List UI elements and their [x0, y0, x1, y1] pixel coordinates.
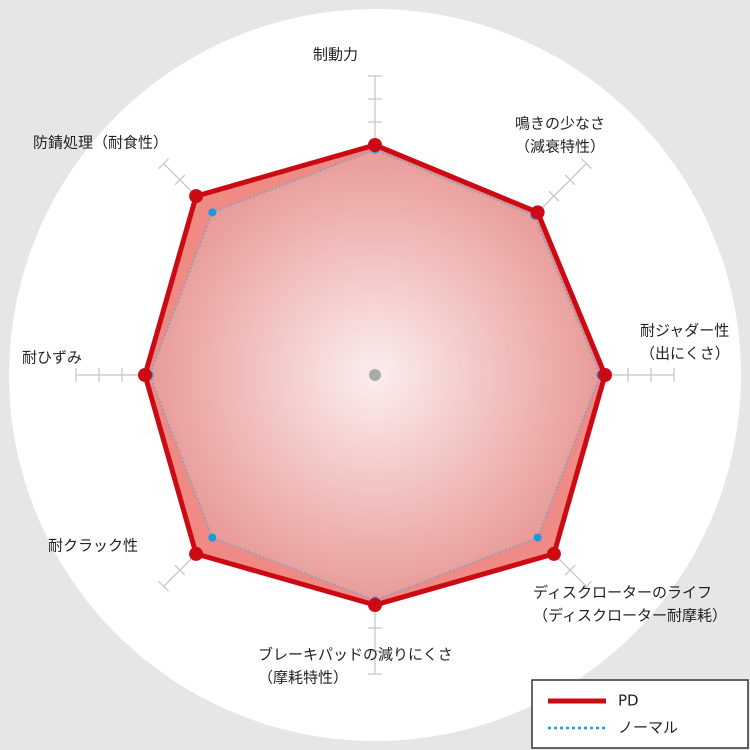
category-label: 耐ひずみ [22, 349, 82, 367]
tick-mark [581, 158, 592, 169]
category-label: 防錆処理（耐食性） [33, 134, 168, 152]
category-label: ディスクローターのライフ [533, 584, 712, 602]
tick-mark [158, 158, 169, 169]
category-label: （ディスクローター耐摩耗） [533, 607, 727, 625]
normal-point [208, 208, 217, 217]
tick-mark [581, 581, 592, 592]
pd-point [368, 598, 382, 612]
category-label: 鳴きの少なさ [515, 115, 605, 133]
category-label: 制動力 [313, 46, 358, 64]
legend: PD ノーマル [531, 679, 749, 749]
tick-mark [158, 581, 169, 592]
pd-point [189, 546, 204, 561]
tick-mark [564, 174, 576, 186]
category-label: （減衰特性） [515, 138, 605, 156]
tick-mark [174, 174, 186, 186]
legend-box [531, 679, 749, 749]
pd-point [138, 368, 152, 382]
legend-label: ノーマル [618, 719, 678, 737]
category-label: （摩耗特性） [258, 669, 348, 687]
pd-point [598, 368, 612, 382]
center-dot [369, 369, 381, 381]
normal-point [208, 533, 217, 542]
pd-point [546, 546, 561, 561]
category-label: 耐ジャダー性 [640, 322, 729, 340]
areas [138, 138, 612, 612]
normal-point [533, 533, 542, 542]
pd-point [368, 138, 382, 152]
category-label: 耐クラック性 [48, 537, 138, 555]
tick-mark [564, 564, 576, 576]
tick-mark [174, 564, 186, 576]
category-label: （出にくさ） [640, 345, 730, 363]
pd-point [530, 205, 545, 220]
pd-point [189, 189, 204, 204]
tick-mark [548, 190, 560, 202]
legend-label: PD [618, 692, 639, 710]
category-label: ブレーキパッドの減りにくさ [258, 646, 453, 664]
